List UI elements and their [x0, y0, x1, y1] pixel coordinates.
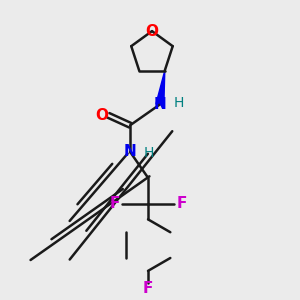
Polygon shape — [156, 70, 165, 105]
Text: H: H — [174, 96, 184, 110]
Text: F: F — [143, 281, 153, 296]
Text: O: O — [95, 108, 108, 123]
Text: N: N — [124, 145, 136, 160]
Text: H: H — [144, 146, 154, 160]
Text: F: F — [176, 196, 187, 211]
Text: N: N — [154, 97, 166, 112]
Text: F: F — [109, 196, 119, 211]
Text: O: O — [146, 24, 158, 39]
